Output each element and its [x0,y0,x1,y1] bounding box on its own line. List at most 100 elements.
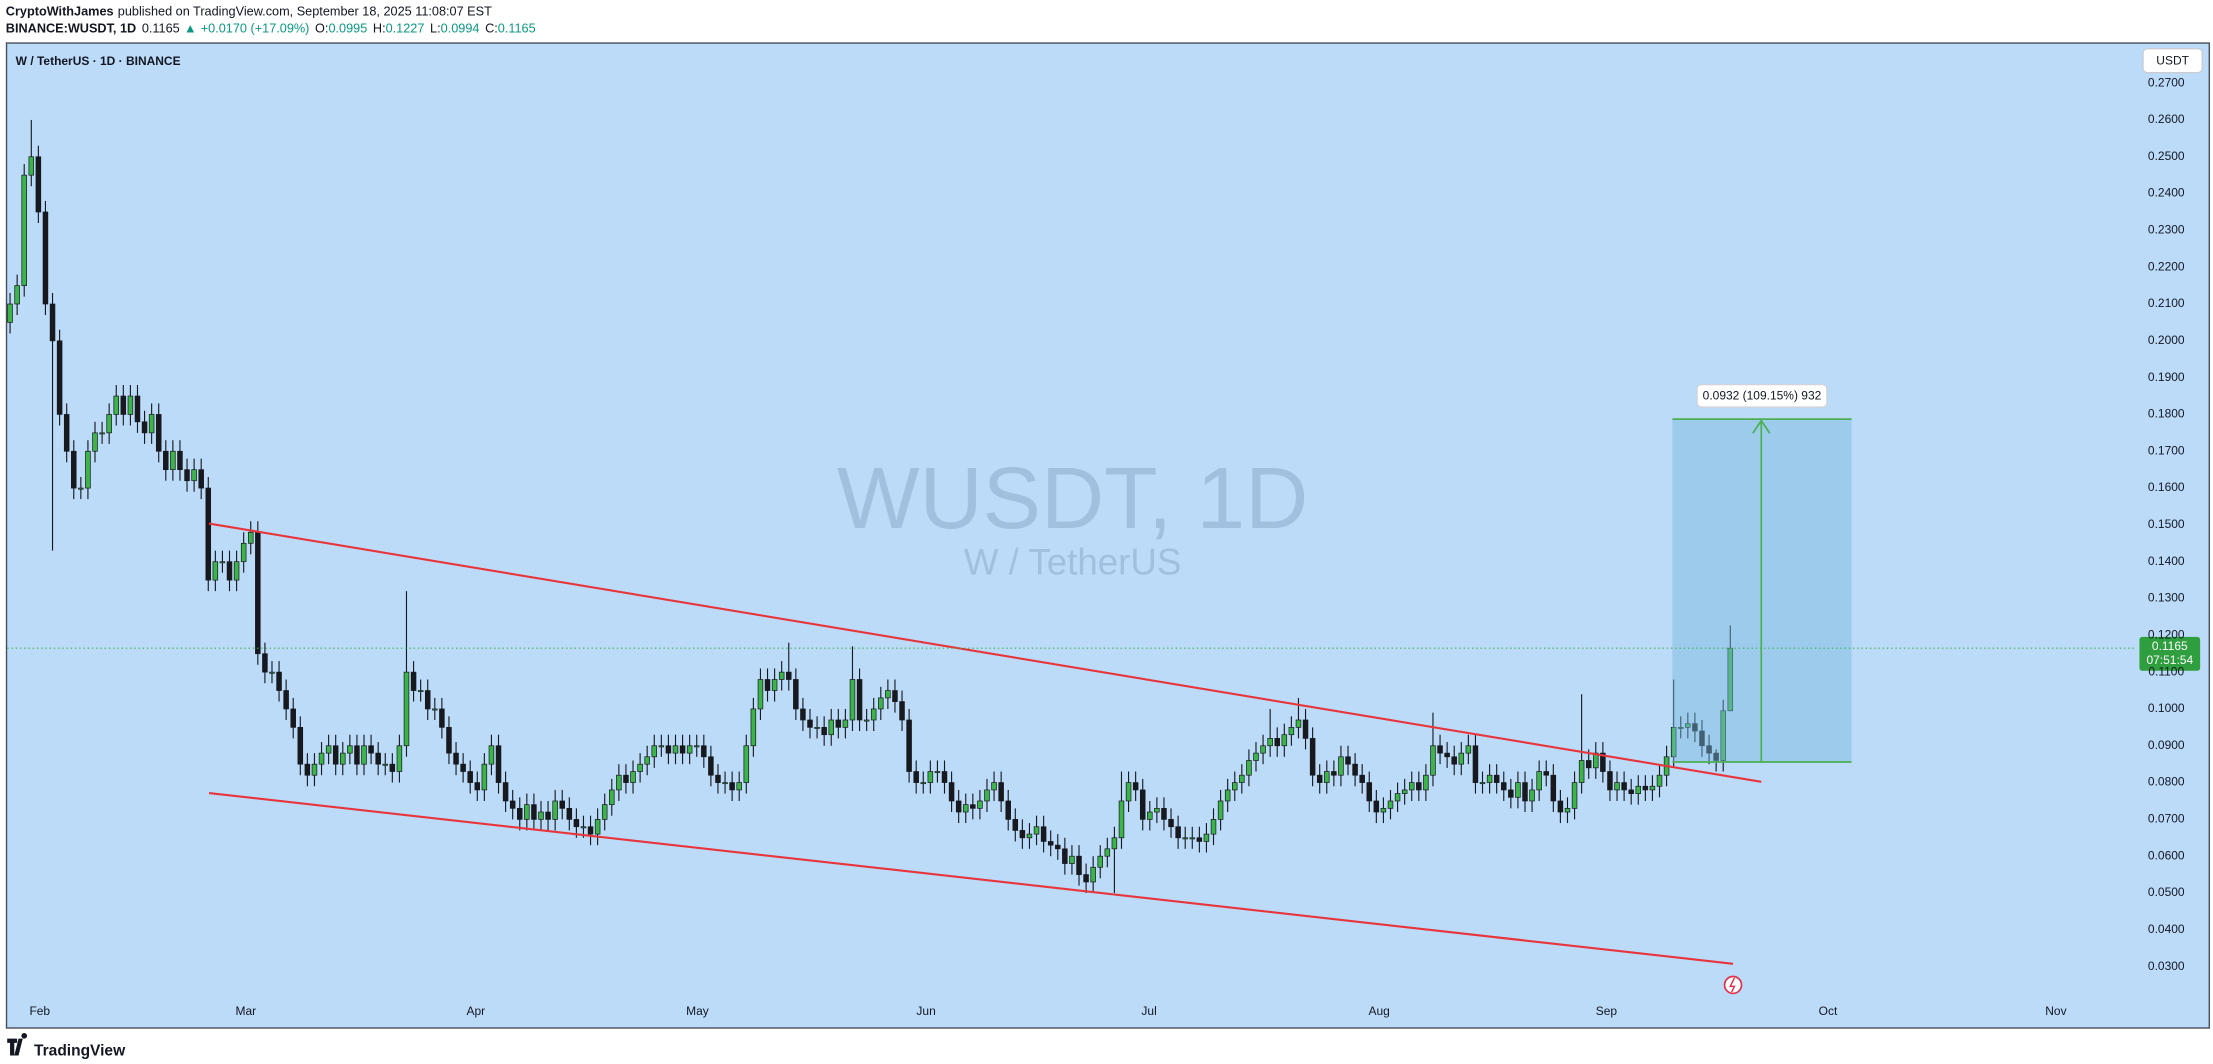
candle-body [856,679,863,721]
candle-body [1012,819,1019,831]
candle-body [906,719,912,772]
unit-button[interactable] [2142,47,2203,74]
candle-body [955,800,962,813]
y-tick-label: 0.1100 [2148,664,2184,678]
candle-body [255,531,261,655]
candle-body [892,690,898,702]
x-tick-label: Feb [29,1004,50,1018]
candle-body [1578,760,1585,783]
y-tick-label: 0.1600 [2148,480,2185,494]
candle-body [311,763,318,776]
candle-body [616,774,622,791]
candle-body [233,561,240,581]
y-tick-label: 0.2400 [2148,186,2185,200]
candle-body [1380,807,1387,813]
unit-label[interactable]: USDT [2156,54,2189,68]
candle-body [148,414,155,434]
candle-body [1642,785,1649,791]
candle-body [1196,837,1203,842]
candle-body [481,763,488,791]
candle-body [1168,819,1174,828]
candle-body [580,826,587,829]
price-tag-box [2139,636,2201,671]
candle-body [1055,844,1061,850]
candle-body [212,561,219,581]
y-tick-label: 0.0500 [2148,885,2185,899]
candle-body [1486,774,1493,783]
candle-body [828,719,834,736]
candle-body [240,542,247,563]
candle-body [1210,819,1217,835]
measure-label-box [1696,383,1828,408]
candle-body [474,782,481,791]
candle-body [842,719,849,728]
candle-body [1451,756,1457,765]
y-tick-label: 0.2500 [2148,149,2185,163]
candle-body [361,745,367,765]
candle-body [885,690,891,699]
candle-body [1515,782,1521,798]
x-tick-label: Jul [1141,1004,1156,1018]
candle-body [1147,811,1153,820]
candle-body [1246,760,1252,776]
candle-body [219,561,226,564]
candle-body [1132,782,1139,791]
candle-body [517,807,523,820]
candle-body [1557,800,1564,813]
candle-body [722,782,728,785]
candle-body [630,771,636,783]
y-tick-label: 0.2200 [2148,259,2185,273]
candle-body [1026,833,1033,839]
candle-body [870,708,877,721]
y-tick-label: 0.1400 [2148,554,2185,568]
candle-body [1444,752,1450,758]
candle-body [1571,782,1578,809]
y-tick-label: 0.2600 [2148,112,2185,126]
candle-body [764,679,771,691]
candle-body [1366,782,1373,802]
candle-body [403,671,410,747]
candle-body [835,719,842,728]
y-tick-label: 0.0900 [2148,738,2185,752]
candle-body [1111,837,1118,850]
candle-body [1493,774,1500,783]
y-tick-label: 0.0300 [2148,959,2185,973]
candle-body [42,211,49,305]
candle-body [1593,752,1599,769]
symbol: BINANCE:WUSDT, 1D [6,21,136,35]
watermark-subtitle: W / TetherUS [964,541,1181,582]
author: CryptoWithJames [6,5,114,19]
price-tag-countdown: 07:51:54 [2146,653,2193,667]
candle-body [962,804,969,813]
candle-body [1508,789,1514,798]
candle-body [934,771,941,774]
candle-body [672,745,679,754]
candle-body [1373,800,1380,813]
candle-body [1649,785,1656,791]
candle-body [198,469,204,489]
high-value: 0.1227 [386,21,425,35]
candle-body [587,826,594,835]
y-tick-label: 0.1200 [2148,627,2185,641]
candle-body [71,450,77,489]
candle-body [1685,723,1691,728]
y-tick-label: 0.1000 [2148,701,2185,715]
candle-body [63,414,70,452]
alert-icon[interactable] [1723,975,1743,995]
candle-body [1274,738,1280,747]
candle-body [800,708,806,721]
candle-body [446,726,452,754]
candle-body [1040,826,1047,842]
candle-body [609,789,615,806]
candle-body [1614,782,1620,791]
candle-body [453,752,459,765]
candle-body [524,804,530,820]
last-price: 0.1165 [142,21,180,35]
candle-body [1713,752,1719,761]
measure-arrowhead [1752,418,1771,434]
candle-body [332,745,339,765]
y-tick-label: 0.0400 [2148,922,2185,936]
candle-body [1161,807,1167,820]
candle-body [21,174,27,286]
candle-body [531,804,537,820]
